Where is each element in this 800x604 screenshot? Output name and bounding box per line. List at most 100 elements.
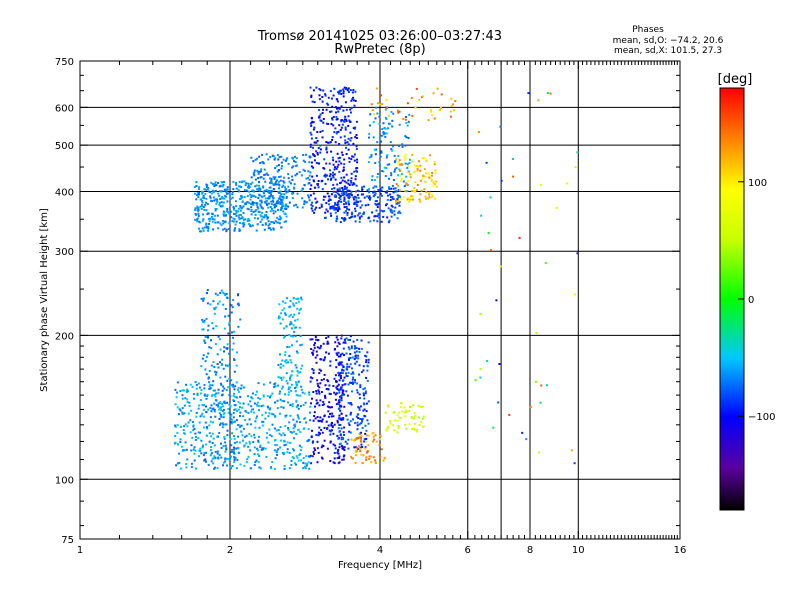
data-point	[340, 162, 343, 165]
data-point	[278, 215, 281, 218]
data-point	[254, 210, 257, 213]
data-point	[226, 464, 228, 467]
data-point	[228, 193, 231, 195]
data-point	[234, 395, 237, 398]
data-point	[195, 198, 198, 201]
data-point	[385, 132, 388, 135]
data-point	[210, 404, 213, 407]
data-point	[343, 199, 346, 202]
data-point	[272, 209, 275, 212]
data-point	[334, 348, 336, 350]
data-point	[243, 223, 246, 226]
data-point	[289, 441, 291, 444]
data-point	[290, 383, 293, 386]
data-point	[344, 142, 347, 144]
data-point	[316, 153, 319, 156]
data-point	[216, 221, 219, 224]
data-point	[327, 103, 329, 106]
data-point	[416, 428, 419, 431]
data-point	[214, 466, 216, 469]
data-point	[206, 427, 209, 430]
data-point	[411, 195, 414, 198]
data-point	[282, 210, 285, 213]
data-point	[257, 461, 260, 464]
data-point	[361, 186, 363, 189]
data-point	[223, 387, 226, 390]
data-point	[348, 193, 351, 196]
data-point	[240, 207, 243, 210]
data-point	[337, 450, 339, 452]
data-point	[278, 316, 281, 319]
data-point	[329, 110, 331, 113]
data-point	[333, 87, 336, 90]
data-point	[321, 418, 324, 421]
data-point	[285, 191, 288, 194]
data-point	[538, 451, 541, 454]
data-point	[213, 409, 216, 411]
data-point	[176, 406, 179, 409]
data-point	[205, 317, 208, 320]
data-point	[351, 211, 353, 214]
data-point	[341, 154, 344, 156]
data-point	[319, 346, 322, 349]
data-point	[348, 358, 350, 361]
data-point	[337, 163, 340, 166]
data-point	[454, 100, 457, 103]
data-point	[257, 382, 260, 385]
data-point	[222, 405, 224, 408]
data-point	[226, 200, 229, 203]
data-point	[354, 454, 357, 457]
data-point	[341, 437, 344, 439]
data-point	[260, 168, 263, 171]
data-point	[222, 408, 225, 411]
data-point	[255, 229, 258, 232]
data-point	[284, 393, 287, 396]
data-point	[290, 374, 293, 377]
data-point	[218, 190, 221, 193]
data-point	[215, 184, 218, 187]
data-point	[185, 466, 188, 469]
data-point	[327, 96, 330, 99]
data-point	[324, 384, 327, 387]
data-point	[245, 182, 248, 185]
data-point	[256, 401, 259, 404]
data-point	[273, 386, 276, 388]
data-point	[292, 437, 295, 440]
data-point	[189, 419, 192, 422]
data-point	[213, 308, 216, 311]
data-point	[243, 444, 246, 447]
data-point	[210, 192, 213, 195]
data-point	[380, 140, 383, 143]
data-point	[292, 324, 295, 327]
data-point	[205, 222, 208, 225]
data-point	[226, 379, 229, 382]
data-point	[313, 411, 316, 414]
data-point	[277, 364, 280, 366]
data-point	[318, 109, 321, 112]
data-point	[435, 180, 438, 183]
data-point	[288, 451, 291, 454]
data-point	[393, 154, 396, 157]
data-point	[332, 443, 335, 446]
data-point	[498, 363, 501, 365]
data-point	[363, 397, 366, 400]
data-point	[308, 161, 311, 164]
data-point	[240, 424, 243, 427]
data-point	[199, 205, 202, 208]
data-point	[344, 440, 347, 443]
data-point	[332, 190, 335, 193]
x-tick-label: 16	[674, 545, 687, 556]
colorbar-tick-label: −100	[748, 412, 775, 423]
data-point	[338, 446, 341, 449]
data-point	[354, 126, 357, 129]
data-point	[352, 196, 355, 199]
data-point	[436, 87, 439, 90]
data-point	[292, 297, 295, 300]
data-point	[396, 414, 399, 417]
data-point	[313, 415, 316, 417]
data-point	[249, 198, 252, 201]
data-point	[427, 172, 430, 175]
data-point	[211, 394, 213, 397]
data-point	[349, 402, 352, 404]
data-point	[345, 374, 348, 377]
